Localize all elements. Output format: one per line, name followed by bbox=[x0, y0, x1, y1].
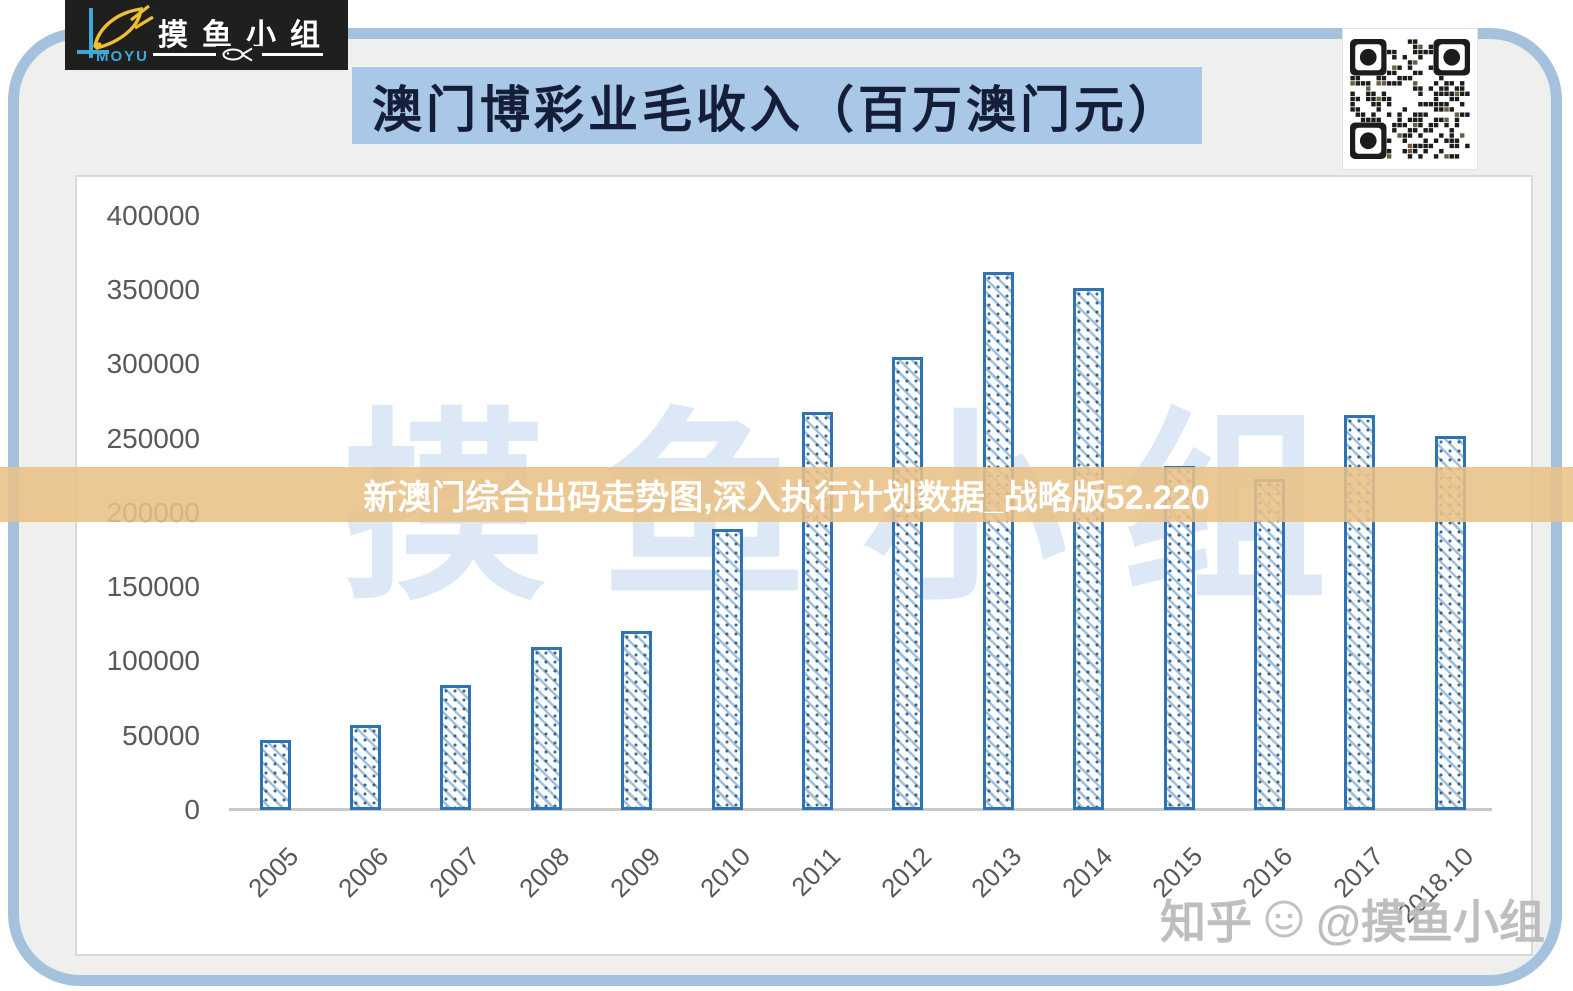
qr-code-image bbox=[1350, 39, 1470, 159]
bar-2015 bbox=[1163, 465, 1195, 810]
chart-panel: 摸鱼小组 05000010000015000020000025000030000… bbox=[75, 175, 1533, 956]
bar-2007 bbox=[440, 685, 472, 810]
y-axis-tick-label: 400000 bbox=[106, 199, 200, 231]
y-axis-tick-label: 150000 bbox=[106, 571, 200, 603]
qr-code bbox=[1342, 28, 1478, 170]
y-axis-tick-label: 100000 bbox=[106, 645, 200, 677]
bar-2014 bbox=[1073, 288, 1105, 810]
chart-title-banner: 澳门博彩业毛收入（百万澳门元） bbox=[352, 67, 1202, 144]
logo-brand-name: MOYU bbox=[96, 48, 149, 65]
x-axis-label-2009: 2009 bbox=[603, 841, 666, 904]
bar-2005 bbox=[259, 740, 291, 810]
y-axis-tick-label: 300000 bbox=[106, 348, 200, 380]
y-axis-tick-label: 0 bbox=[184, 794, 200, 825]
fish-logo-icon bbox=[77, 4, 154, 58]
fish-badge-icon bbox=[1265, 900, 1303, 938]
bar-2012 bbox=[892, 356, 924, 810]
logo-underline bbox=[153, 46, 323, 63]
bar-2013 bbox=[982, 272, 1014, 810]
zhihu-watermark-text: 知乎 bbox=[1160, 896, 1252, 948]
mini-fish-icon bbox=[216, 46, 262, 63]
account-watermark-text: @摸鱼小组 bbox=[1316, 896, 1545, 948]
bar-chart: 0500001000001500002000002500003000003500… bbox=[77, 177, 1531, 954]
x-axis-label-2014: 2014 bbox=[1055, 841, 1118, 904]
chart-title: 澳门博彩业毛收入（百万澳门元） bbox=[372, 81, 1182, 138]
bar-2016 bbox=[1253, 478, 1285, 810]
promo-banner: 新澳门综合出码走势图,深入执行计划数据_战略版52.220 bbox=[0, 467, 1573, 522]
bar-2009 bbox=[621, 630, 653, 810]
x-axis-label-2005: 2005 bbox=[242, 841, 305, 904]
bar-2008 bbox=[530, 646, 562, 810]
moyu-logo: MOYU 摸鱼小组 bbox=[65, 0, 348, 70]
bar-2006 bbox=[349, 724, 381, 810]
x-axis-line bbox=[229, 808, 1492, 811]
x-axis-label-2010: 2010 bbox=[694, 841, 757, 904]
x-axis-label-2011: 2011 bbox=[785, 841, 847, 902]
bar-2010 bbox=[711, 529, 743, 810]
x-axis-label-2008: 2008 bbox=[513, 841, 576, 904]
y-axis-tick-label: 50000 bbox=[122, 719, 200, 751]
x-axis-label-2012: 2012 bbox=[874, 841, 938, 904]
y-axis-tick-label: 350000 bbox=[106, 273, 200, 305]
zhihu-watermark: 知乎 @摸鱼小组 bbox=[1160, 886, 1545, 952]
x-axis-label-2006: 2006 bbox=[332, 841, 395, 904]
y-axis-tick-label: 250000 bbox=[106, 422, 200, 454]
promo-banner-text: 新澳门综合出码走势图,深入执行计划数据_战略版52.220 bbox=[363, 479, 1210, 517]
x-axis-label-2007: 2007 bbox=[422, 841, 486, 904]
x-axis-label-2013: 2013 bbox=[965, 841, 1028, 904]
